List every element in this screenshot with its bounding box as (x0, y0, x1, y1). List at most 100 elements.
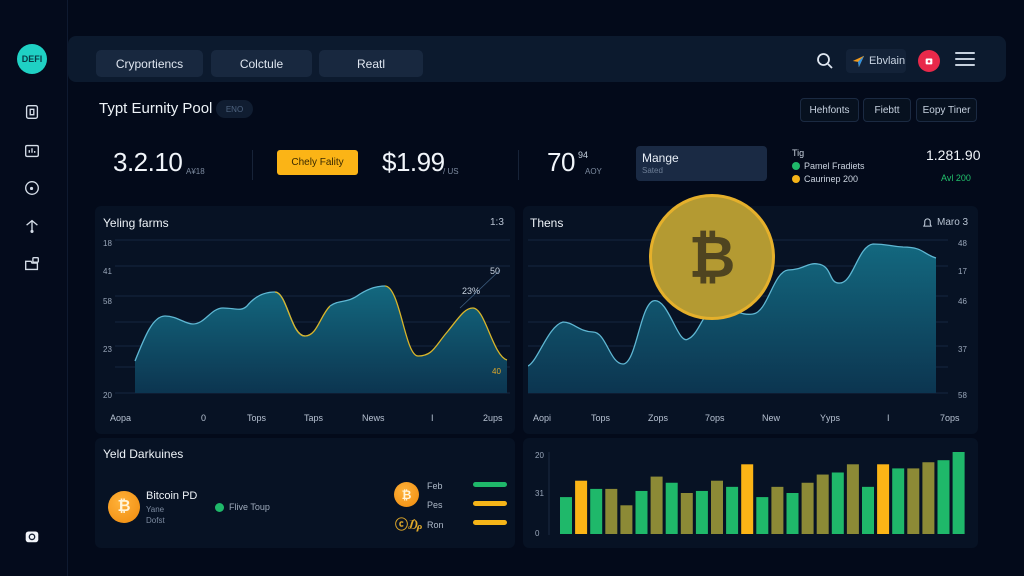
compass-icon[interactable] (22, 178, 42, 198)
x-label: Yyps (820, 413, 841, 423)
panel-title: Yeling farms (103, 216, 169, 230)
bar[interactable] (605, 488, 618, 534)
folder-icon[interactable] (22, 254, 42, 274)
x-label: Tops (247, 413, 267, 423)
x-label: Tops (591, 413, 611, 423)
y-tick: 31 (535, 489, 544, 498)
progress-bar-yellow (473, 520, 507, 525)
search-icon[interactable] (815, 51, 835, 71)
stat-sup-3: 94 (578, 150, 589, 160)
sidebar: DEFI (0, 0, 68, 576)
bitcoin-coin-icon: ₿ (649, 194, 775, 320)
bar[interactable] (892, 468, 905, 534)
currency-symbol-icon: ⓒ₯ (395, 517, 423, 532)
antenna-icon[interactable] (22, 216, 42, 236)
x-label: Zops (648, 413, 669, 423)
bar[interactable] (952, 452, 965, 534)
panel-title: Yeld Darkuines (103, 447, 184, 461)
status-dot-icon (215, 503, 224, 512)
yellow-dot-icon (792, 174, 800, 183)
volume-bar-chart[interactable] (548, 450, 968, 536)
tab-calculate[interactable]: Colctule (211, 50, 312, 77)
annotation: 50 (490, 266, 501, 276)
alert-button[interactable] (918, 50, 940, 72)
bar[interactable] (786, 493, 799, 534)
total-value: 1.281.90 (926, 147, 981, 163)
stat-value-1: 3.2.10 (113, 147, 183, 177)
bar[interactable] (771, 486, 784, 534)
row-label: Pes (427, 500, 443, 510)
asset-name[interactable]: Bitcoin PD (146, 490, 198, 502)
y-tick: 17 (958, 267, 967, 276)
panel-meta[interactable]: 1:3 (490, 217, 504, 228)
bar[interactable] (590, 488, 603, 534)
x-label: I (887, 413, 890, 423)
bar[interactable] (831, 472, 844, 535)
stat-unit-1: A¥18 (186, 167, 205, 176)
analytics-icon[interactable] (22, 141, 42, 161)
y-tick: 58 (958, 391, 967, 400)
asset-subtitle: Yane (146, 505, 165, 514)
bar[interactable] (650, 476, 663, 534)
bar[interactable] (756, 497, 769, 534)
bar[interactable] (801, 482, 814, 534)
bar[interactable] (711, 480, 723, 534)
bar[interactable] (816, 474, 829, 534)
action-button[interactable]: Chely Fality (277, 150, 358, 175)
y-tick: 37 (958, 345, 967, 354)
divider (518, 150, 519, 180)
yield-farms-area-chart[interactable] (115, 236, 510, 401)
y-tick: 46 (958, 297, 967, 306)
tab-cryptocurrencies[interactable]: Cryportiencs (96, 50, 203, 77)
stat-unit-3: AOY (585, 167, 602, 176)
wallet-icon[interactable] (22, 102, 42, 122)
bar[interactable] (846, 464, 859, 534)
x-label: 7ops (705, 413, 725, 423)
x-label: 0 (201, 413, 207, 423)
filter-button-2[interactable]: Fiebtt (863, 98, 911, 122)
bar[interactable] (635, 490, 648, 534)
x-label: Taps (304, 413, 324, 423)
bar[interactable] (575, 480, 588, 534)
x-label: I (431, 413, 434, 423)
bar[interactable] (726, 486, 739, 534)
bar[interactable] (665, 482, 678, 534)
brand-chip[interactable]: Ebvlain (846, 49, 906, 73)
y-tick: 20 (103, 391, 112, 400)
bar[interactable] (560, 497, 572, 534)
bar[interactable] (741, 464, 754, 534)
filter-button-1[interactable]: Hehfonts (800, 98, 859, 122)
legend-item: Pamel Fradiets (804, 160, 865, 171)
x-label: News (362, 413, 385, 423)
mini-legend: Tig Pamel Fradiets Caurinep 200 (792, 146, 865, 185)
y-tick: 0 (535, 529, 540, 538)
svg-text:₿: ₿ (689, 225, 736, 290)
filter-button-3[interactable]: Eopy Tiner (916, 98, 977, 122)
bar[interactable] (680, 493, 693, 534)
x-label: Aopa (110, 413, 132, 423)
y-tick: 20 (535, 451, 544, 460)
green-dot-icon (792, 161, 800, 170)
panel-meta-button[interactable]: Maro 3 (922, 217, 968, 228)
manage-subtitle: Sated (642, 166, 663, 175)
tab-real[interactable]: Reatl (319, 50, 423, 77)
bar[interactable] (907, 468, 920, 534)
bar[interactable] (922, 462, 935, 534)
pool-badge: ENO (216, 100, 253, 118)
bar[interactable] (620, 505, 633, 534)
annotation: 23% (462, 286, 481, 296)
bell-icon (923, 218, 932, 227)
legend-title: Tig (792, 147, 805, 158)
x-label: 2ups (483, 413, 503, 423)
manage-box[interactable]: Mange Sated (636, 146, 767, 181)
y-tick: 48 (958, 239, 967, 248)
bar[interactable] (937, 460, 950, 534)
menu-icon[interactable] (955, 52, 975, 70)
bar[interactable] (877, 464, 890, 534)
camera-icon[interactable] (22, 526, 42, 546)
progress-bar-yellow (473, 501, 507, 506)
bar[interactable] (695, 490, 708, 534)
bar[interactable] (862, 486, 874, 534)
row-label: Feb (427, 481, 443, 491)
defi-logo[interactable]: DEFI (17, 44, 47, 74)
